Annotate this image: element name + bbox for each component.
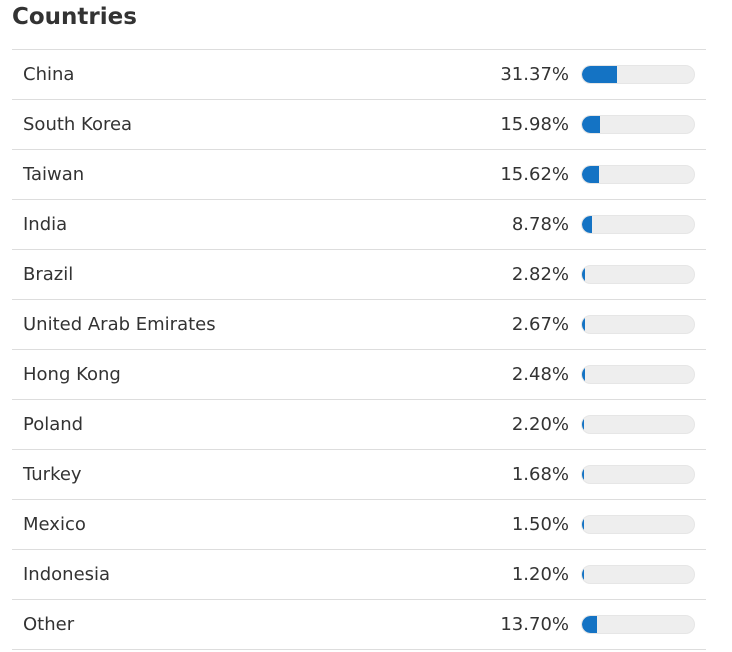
country-row: India 8.78%: [12, 200, 706, 250]
country-row: Hong Kong 2.48%: [12, 350, 706, 400]
bar-track: [581, 515, 695, 534]
country-name: United Arab Emirates: [23, 314, 216, 335]
bar-fill: [582, 616, 598, 633]
country-name: Brazil: [23, 264, 74, 285]
bar-track: [581, 215, 695, 234]
country-percentage: 2.48%: [511, 364, 569, 385]
country-name: Taiwan: [23, 164, 85, 185]
country-row: Other 13.70%: [12, 600, 706, 650]
bar-track: [581, 265, 695, 284]
bar-track: [581, 415, 695, 434]
bar-track: [581, 615, 695, 634]
country-row: Turkey 1.68%: [12, 450, 706, 500]
country-percentage: 31.37%: [500, 64, 569, 85]
bar-fill: [582, 416, 585, 433]
country-name: India: [23, 214, 68, 235]
country-percentage: 13.70%: [500, 614, 569, 635]
country-percentage: 15.62%: [500, 164, 569, 185]
country-name: Indonesia: [23, 564, 111, 585]
bar-track: [581, 315, 695, 334]
bar-fill: [582, 316, 585, 333]
bar-track: [581, 565, 695, 584]
country-name: Hong Kong: [23, 364, 121, 385]
country-row: United Arab Emirates 2.67%: [12, 300, 706, 350]
country-percentage: 1.68%: [511, 464, 569, 485]
country-percentage: 2.82%: [511, 264, 569, 285]
section-title: Countries: [12, 4, 137, 30]
country-row: Mexico 1.50%: [12, 500, 706, 550]
country-name: Other: [23, 614, 75, 635]
bar-fill: [582, 566, 585, 583]
country-row: Poland 2.20%: [12, 400, 706, 450]
country-row: Brazil 2.82%: [12, 250, 706, 300]
bar-track: [581, 115, 695, 134]
bar-fill: [582, 216, 592, 233]
country-row: South Korea 15.98%: [12, 100, 706, 150]
country-percentage: 8.78%: [511, 214, 569, 235]
country-name: South Korea: [23, 114, 133, 135]
bar-fill: [582, 516, 585, 533]
country-name: China: [23, 64, 75, 85]
bar-fill: [582, 466, 585, 483]
bar-track: [581, 465, 695, 484]
bar-fill: [582, 266, 586, 283]
country-percentage: 2.67%: [511, 314, 569, 335]
countries-list: China 31.37% South Korea 15.98% Taiwan 1…: [12, 49, 706, 650]
bar-fill: [582, 116, 600, 133]
bar-fill: [582, 366, 585, 383]
country-name: Poland: [23, 414, 84, 435]
country-percentage: 15.98%: [500, 114, 569, 135]
country-name: Turkey: [23, 464, 82, 485]
country-row: China 31.37%: [12, 50, 706, 100]
country-percentage: 1.20%: [511, 564, 569, 585]
bar-fill: [582, 66, 618, 83]
country-percentage: 2.20%: [511, 414, 569, 435]
bar-track: [581, 65, 695, 84]
country-name: Mexico: [23, 514, 86, 535]
bar-fill: [582, 166, 600, 183]
country-row: Indonesia 1.20%: [12, 550, 706, 600]
bar-track: [581, 365, 695, 384]
bar-track: [581, 165, 695, 184]
country-row: Taiwan 15.62%: [12, 150, 706, 200]
country-percentage: 1.50%: [511, 514, 569, 535]
